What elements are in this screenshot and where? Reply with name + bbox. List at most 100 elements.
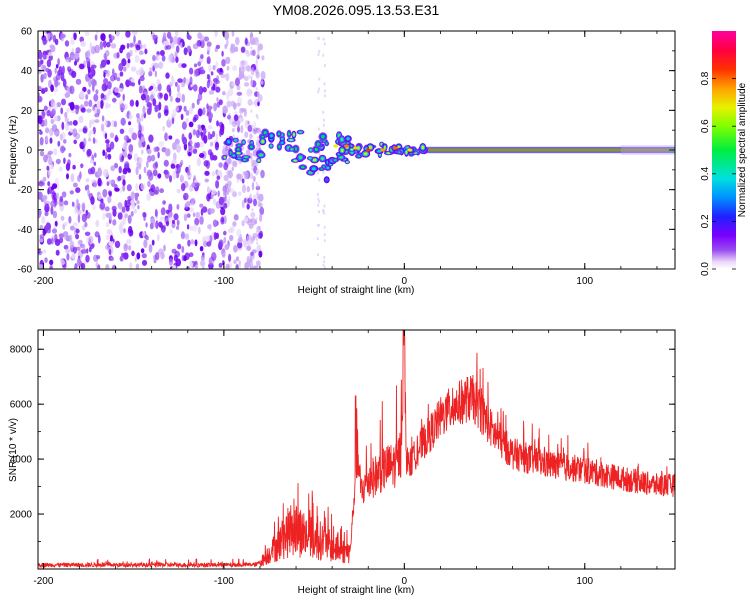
signal-blob-core bbox=[290, 148, 294, 151]
noise-speckle bbox=[237, 126, 240, 133]
noise-speckle bbox=[46, 59, 52, 68]
noise-speckle bbox=[172, 219, 175, 224]
snr-frame bbox=[37, 329, 676, 570]
noise-speckle bbox=[105, 92, 110, 102]
noise-speckle bbox=[58, 66, 63, 74]
signal-blob-core bbox=[270, 144, 273, 148]
noise-speckle bbox=[244, 82, 250, 87]
signal-blob-core bbox=[333, 159, 337, 161]
noise-speckle bbox=[243, 108, 247, 117]
noise-speckle bbox=[238, 260, 241, 266]
noise-speckle bbox=[126, 52, 131, 60]
noise-speckle bbox=[138, 122, 141, 132]
noise-speckle bbox=[104, 151, 108, 160]
noise-speckle bbox=[94, 106, 98, 115]
signal-blob-core bbox=[405, 150, 408, 155]
noise-speckle bbox=[110, 165, 115, 172]
noise-speckle bbox=[218, 262, 223, 268]
noise-speckle bbox=[225, 56, 231, 65]
noise-speckle bbox=[213, 102, 218, 112]
noise-speckle bbox=[137, 205, 140, 210]
noise-speckle bbox=[223, 230, 227, 236]
noise-speckle bbox=[152, 169, 158, 177]
noise-speckle bbox=[54, 220, 58, 227]
noise-speckle bbox=[176, 188, 181, 194]
noise-speckle bbox=[114, 187, 120, 192]
noise-speckle bbox=[68, 153, 72, 158]
noise-speckle bbox=[113, 120, 117, 128]
faint-streak bbox=[256, 57, 259, 61]
noise-speckle bbox=[193, 63, 198, 68]
noise-speckle bbox=[241, 199, 245, 209]
noise-speckle bbox=[106, 69, 110, 77]
noise-speckle bbox=[125, 205, 130, 212]
snr-ytick-label: 4000 bbox=[10, 455, 33, 466]
noise-speckle bbox=[38, 85, 42, 91]
noise-speckle bbox=[102, 212, 106, 221]
noise-speckle bbox=[138, 67, 145, 76]
noise-speckle bbox=[159, 216, 165, 221]
noise-speckle bbox=[197, 124, 202, 130]
noise-speckle bbox=[226, 100, 232, 108]
noise-speckle bbox=[200, 131, 204, 137]
noise-speckle bbox=[124, 199, 127, 208]
noise-speckle bbox=[221, 252, 226, 258]
noise-speckle bbox=[247, 124, 253, 132]
noise-speckle bbox=[68, 56, 72, 63]
noise-speckle bbox=[132, 31, 138, 36]
heatmap-xtick-label: 100 bbox=[576, 276, 593, 287]
noise-speckle bbox=[134, 55, 140, 63]
noise-speckle bbox=[130, 199, 135, 204]
noise-speckle bbox=[69, 120, 73, 126]
noise-speckle bbox=[180, 113, 184, 121]
faint-streak bbox=[323, 204, 326, 208]
noise-speckle bbox=[189, 76, 193, 85]
noise-speckle bbox=[250, 251, 254, 256]
noise-speckle bbox=[103, 78, 109, 85]
noise-speckle bbox=[122, 179, 126, 186]
noise-speckle bbox=[174, 51, 178, 59]
noise-speckle bbox=[61, 33, 66, 39]
signal-blob-core bbox=[384, 145, 386, 150]
noise-speckle bbox=[158, 248, 164, 255]
noise-speckle bbox=[130, 211, 134, 217]
noise-speckle bbox=[256, 128, 260, 134]
signal-blob-core bbox=[386, 152, 391, 155]
noise-speckle bbox=[212, 219, 218, 228]
noise-speckle bbox=[60, 259, 65, 266]
noise-speckle bbox=[94, 231, 100, 238]
noise-speckle bbox=[215, 180, 220, 189]
noise-speckle bbox=[71, 201, 75, 207]
heatmap-ytick-label: -60 bbox=[18, 265, 33, 276]
noise-speckle bbox=[257, 200, 261, 207]
signal-blob-core bbox=[357, 146, 360, 150]
noise-speckle bbox=[216, 175, 221, 180]
noise-speckle bbox=[113, 162, 119, 169]
noise-speckle bbox=[110, 75, 116, 82]
noise-speckle bbox=[257, 94, 263, 102]
noise-speckle bbox=[88, 99, 93, 107]
noise-speckle bbox=[126, 111, 130, 119]
noise-speckle bbox=[44, 118, 48, 127]
noise-speckle bbox=[124, 144, 128, 153]
noise-speckle bbox=[127, 214, 132, 224]
noise-speckle bbox=[225, 145, 228, 152]
noise-speckle bbox=[180, 183, 186, 192]
noise-speckle bbox=[206, 103, 209, 110]
noise-speckle bbox=[195, 182, 200, 188]
noise-speckle bbox=[144, 48, 148, 55]
noise-speckle bbox=[75, 78, 82, 85]
noise-speckle bbox=[228, 113, 231, 121]
noise-speckle bbox=[181, 133, 185, 143]
noise-speckle bbox=[140, 248, 145, 254]
signal-blob-core bbox=[298, 155, 302, 160]
faint-streak bbox=[256, 54, 259, 58]
noise-speckle bbox=[78, 115, 84, 123]
colorbar-tick-label: 0.0 bbox=[700, 262, 711, 276]
noise-speckle bbox=[190, 261, 193, 269]
noise-speckle bbox=[246, 245, 252, 251]
noise-speckle bbox=[141, 149, 144, 155]
heatmap-ytick-label: 20 bbox=[21, 106, 33, 117]
noise-speckle bbox=[124, 213, 129, 218]
